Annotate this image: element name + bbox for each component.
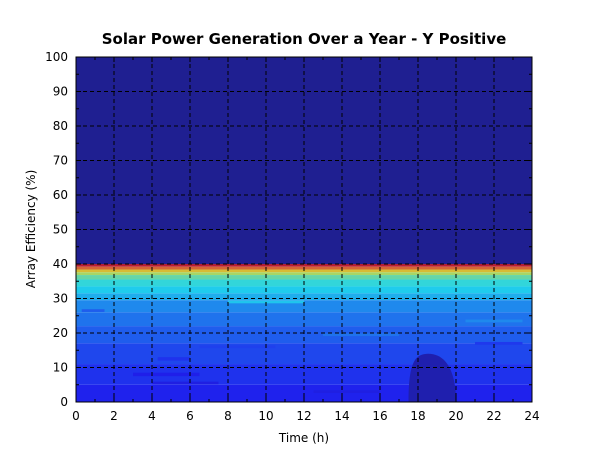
x-tick-label: 0 — [72, 409, 80, 423]
tick-labels: 0 2 4 6 8 10 12 14 16 18 20 22 240102030405060708090… — [45, 50, 540, 423]
x-tick-label: 12 — [296, 409, 311, 423]
heatmap-band — [76, 272, 532, 276]
heatmap-streak — [475, 341, 523, 345]
y-tick-label: 10 — [53, 361, 68, 375]
x-tick-label: 20 — [448, 409, 463, 423]
y-tick-label: 70 — [53, 154, 68, 168]
y-tick-label: 60 — [53, 188, 68, 202]
x-tick-label: 18 — [410, 409, 425, 423]
heatmap-streak — [313, 390, 380, 394]
x-tick-label: 2 — [110, 409, 118, 423]
x-tick-label: 16 — [372, 409, 387, 423]
x-tick-label: 24 — [524, 409, 539, 423]
chart-title: Solar Power Generation Over a Year - Y P… — [102, 30, 507, 48]
heatmap-band — [76, 264, 532, 267]
x-tick-label: 10 — [258, 409, 273, 423]
x-axis-label: Time (h) — [278, 431, 329, 445]
x-tick-label: 6 — [186, 409, 194, 423]
heatmap-streak — [133, 372, 200, 377]
x-tick-label: 8 — [224, 409, 232, 423]
y-tick-label: 50 — [53, 223, 68, 237]
y-tick-label: 90 — [53, 85, 68, 99]
y-tick-label: 40 — [53, 257, 68, 271]
heatmap-streak — [323, 333, 399, 337]
y-tick-label: 80 — [53, 119, 68, 133]
y-tick-label: 0 — [60, 395, 68, 409]
heatmap-streak — [81, 309, 105, 312]
x-tick-label: 4 — [148, 409, 156, 423]
y-tick-label: 100 — [45, 50, 68, 64]
heatmap-streak — [152, 381, 219, 385]
heatmap-streak — [228, 300, 304, 304]
grid-lines — [76, 57, 532, 402]
heatmap-streak — [199, 345, 276, 349]
heatmap-streak — [465, 319, 523, 323]
x-tick-label: 14 — [334, 409, 349, 423]
y-tick-label: 20 — [53, 326, 68, 340]
dark-region — [408, 353, 456, 402]
axes — [75, 56, 533, 403]
heatmap-streak — [157, 357, 190, 361]
y-tick-label: 30 — [53, 292, 68, 306]
y-axis-label: Array Efficiency (%) — [24, 170, 38, 289]
x-tick-label: 22 — [486, 409, 501, 423]
